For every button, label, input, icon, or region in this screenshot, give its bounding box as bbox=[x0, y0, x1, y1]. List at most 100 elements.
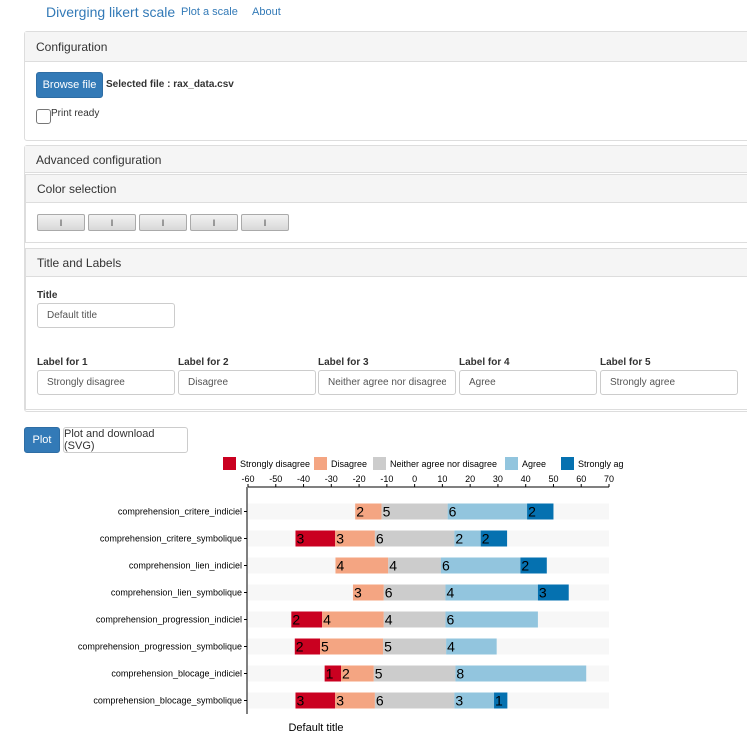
bar-count-label: 3 bbox=[296, 693, 304, 709]
bar-neutral bbox=[383, 611, 446, 628]
browse-file-button[interactable]: Browse file bbox=[36, 72, 103, 98]
configuration-panel: Configuration bbox=[24, 31, 747, 141]
print-ready-checkbox[interactable] bbox=[36, 109, 51, 124]
category-label: comprehension_progression_symbolique bbox=[78, 642, 242, 652]
bar-count-label: 8 bbox=[456, 666, 464, 682]
bar-disagree bbox=[335, 692, 375, 709]
legend-swatch-neutral bbox=[373, 457, 386, 470]
bar-strongly-disagree bbox=[324, 665, 342, 682]
bar-neutral bbox=[373, 665, 456, 682]
bar-count-label: 2 bbox=[342, 666, 350, 682]
x-tick-label: 10 bbox=[437, 474, 447, 484]
category-label: comprehension_progression_indiciel bbox=[96, 615, 242, 625]
label-5-label: Label for 5 bbox=[600, 357, 651, 368]
bar-agree bbox=[455, 665, 587, 682]
label-3-label: Label for 3 bbox=[318, 357, 369, 368]
bar-count-label: 6 bbox=[376, 531, 384, 547]
bar-strongly-agree bbox=[537, 584, 569, 601]
nav-plot-a-scale[interactable]: Plot a scale bbox=[181, 6, 238, 18]
label-1-input[interactable] bbox=[37, 370, 175, 395]
title-labels-heading: Title and Labels bbox=[26, 249, 747, 277]
bar-count-label: 2 bbox=[482, 531, 490, 547]
title-field-label: Title bbox=[37, 290, 58, 301]
color-picker-strongly-disagree[interactable]: I bbox=[37, 214, 85, 231]
bar-count-label: 1 bbox=[326, 666, 334, 682]
color-picker-strongly-agree[interactable]: I bbox=[241, 214, 289, 231]
bar-agree bbox=[445, 611, 538, 628]
plot-button[interactable]: Plot bbox=[24, 427, 60, 453]
likert-chart: Strongly disagree Disagree Neither agree n… bbox=[78, 457, 624, 734]
bar-count-label: 4 bbox=[446, 585, 454, 601]
bar-count-label: 6 bbox=[449, 504, 457, 520]
bar-count-label: 3 bbox=[296, 531, 304, 547]
bar-count-label: 2 bbox=[455, 531, 463, 547]
bar-disagree bbox=[352, 584, 384, 601]
bar-strongly-agree bbox=[480, 530, 508, 547]
label-2-label: Label for 2 bbox=[178, 357, 229, 368]
bar-neutral bbox=[388, 557, 441, 574]
legend-swatch-strongly-agree bbox=[561, 457, 574, 470]
bar-count-label: 1 bbox=[495, 693, 503, 709]
navbar: Diverging likert scale Plot a scale Abou… bbox=[0, 0, 747, 26]
bar-strongly-agree bbox=[520, 557, 547, 574]
label-1-label: Label for 1 bbox=[37, 357, 88, 368]
bar-count-label: 6 bbox=[446, 612, 454, 628]
bar-strongly-agree bbox=[527, 503, 554, 520]
print-ready-label: Print ready bbox=[51, 108, 100, 119]
legend-label-disagree: Disagree bbox=[331, 459, 367, 469]
x-tick-label: 70 bbox=[604, 474, 614, 484]
legend-label-strongly-disagree: Strongly disagree bbox=[240, 459, 310, 469]
bar-strongly-disagree bbox=[294, 638, 321, 655]
chart-title: Default title bbox=[288, 722, 343, 734]
bar-agree bbox=[454, 692, 495, 709]
bar-count-label: 6 bbox=[376, 693, 384, 709]
bar-count-label: 4 bbox=[336, 558, 344, 574]
category-label: comprehension_blocage_symbolique bbox=[93, 696, 242, 706]
bar-count-label: 5 bbox=[321, 639, 329, 655]
label-3-input[interactable] bbox=[318, 370, 456, 395]
brand-link[interactable]: Diverging likert scale bbox=[46, 4, 176, 20]
configuration-heading: Configuration bbox=[25, 32, 747, 62]
bar-count-label: 5 bbox=[384, 639, 392, 655]
bar-strongly-disagree bbox=[291, 611, 323, 628]
bar-neutral bbox=[374, 530, 455, 547]
bar-count-label: 2 bbox=[528, 504, 536, 520]
bar-disagree bbox=[335, 557, 389, 574]
color-picker-neutral[interactable]: I bbox=[139, 214, 187, 231]
label-4-input[interactable] bbox=[459, 370, 597, 395]
bar-count-label: 2 bbox=[296, 639, 304, 655]
title-input[interactable] bbox=[37, 303, 175, 328]
bar-neutral bbox=[383, 584, 446, 601]
x-tick-label: -50 bbox=[269, 474, 282, 484]
label-2-input[interactable] bbox=[178, 370, 316, 395]
bar-count-label: 2 bbox=[521, 558, 529, 574]
bar-count-label: 4 bbox=[389, 558, 397, 574]
x-tick-label: 30 bbox=[493, 474, 503, 484]
legend-swatch-strongly-disagree bbox=[223, 457, 236, 470]
category-label: comprehension_critere_indiciel bbox=[118, 507, 242, 517]
x-tick-label: -60 bbox=[241, 474, 254, 484]
category-label: comprehension_lien_indiciel bbox=[129, 561, 242, 571]
legend-label-strongly-agree: Strongly ag bbox=[578, 459, 624, 469]
x-tick-label: 60 bbox=[576, 474, 586, 484]
category-label: comprehension_critere_symbolique bbox=[100, 534, 242, 544]
legend-swatch-disagree bbox=[314, 457, 327, 470]
legend-label-neutral: Neither agree nor disagree bbox=[390, 459, 497, 469]
bar-disagree bbox=[320, 638, 384, 655]
color-picker-agree[interactable]: I bbox=[190, 214, 238, 231]
bar-count-label: 4 bbox=[323, 612, 331, 628]
bar-agree bbox=[447, 503, 528, 520]
nav-about[interactable]: About bbox=[252, 6, 281, 18]
plot-download-svg-button[interactable]: Plot and download (SVG) bbox=[63, 427, 188, 453]
label-5-input[interactable] bbox=[600, 370, 738, 395]
bar-count-label: 3 bbox=[336, 531, 344, 547]
bar-count-label: 4 bbox=[447, 639, 455, 655]
legend-label-agree: Agree bbox=[522, 459, 546, 469]
bar-count-label: 6 bbox=[442, 558, 450, 574]
color-picker-disagree[interactable]: I bbox=[88, 214, 136, 231]
bar-agree bbox=[445, 584, 538, 601]
bar-count-label: 3 bbox=[455, 693, 463, 709]
x-tick-label: 20 bbox=[465, 474, 475, 484]
bar-agree bbox=[454, 530, 481, 547]
bar-disagree bbox=[335, 530, 375, 547]
